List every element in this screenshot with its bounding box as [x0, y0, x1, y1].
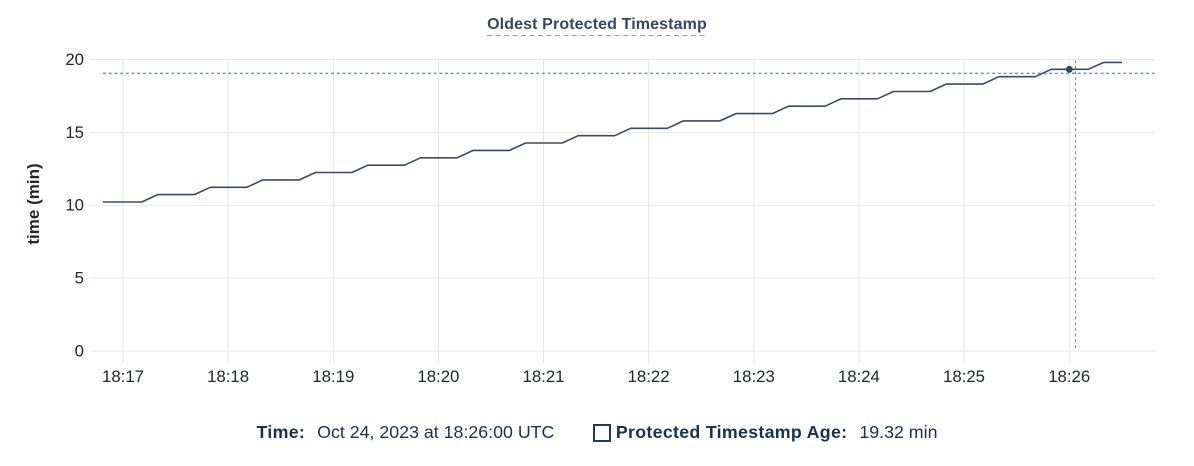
- svg-text:18:17: 18:17: [102, 367, 144, 386]
- svg-text:0: 0: [75, 341, 84, 360]
- svg-text:18:18: 18:18: [207, 367, 249, 386]
- svg-text:18:20: 18:20: [417, 367, 459, 386]
- svg-text:18:23: 18:23: [733, 367, 775, 386]
- svg-text:18:25: 18:25: [943, 367, 985, 386]
- svg-text:time (min): time (min): [24, 163, 43, 244]
- svg-text:18:22: 18:22: [628, 367, 670, 386]
- svg-text:18:26: 18:26: [1048, 367, 1090, 386]
- svg-text:5: 5: [75, 269, 84, 288]
- svg-text:18:24: 18:24: [838, 367, 880, 386]
- svg-text:20: 20: [65, 50, 84, 69]
- svg-text:18:21: 18:21: [523, 367, 565, 386]
- svg-text:15: 15: [65, 123, 84, 142]
- svg-text:18:19: 18:19: [312, 367, 354, 386]
- svg-text:10: 10: [65, 196, 84, 215]
